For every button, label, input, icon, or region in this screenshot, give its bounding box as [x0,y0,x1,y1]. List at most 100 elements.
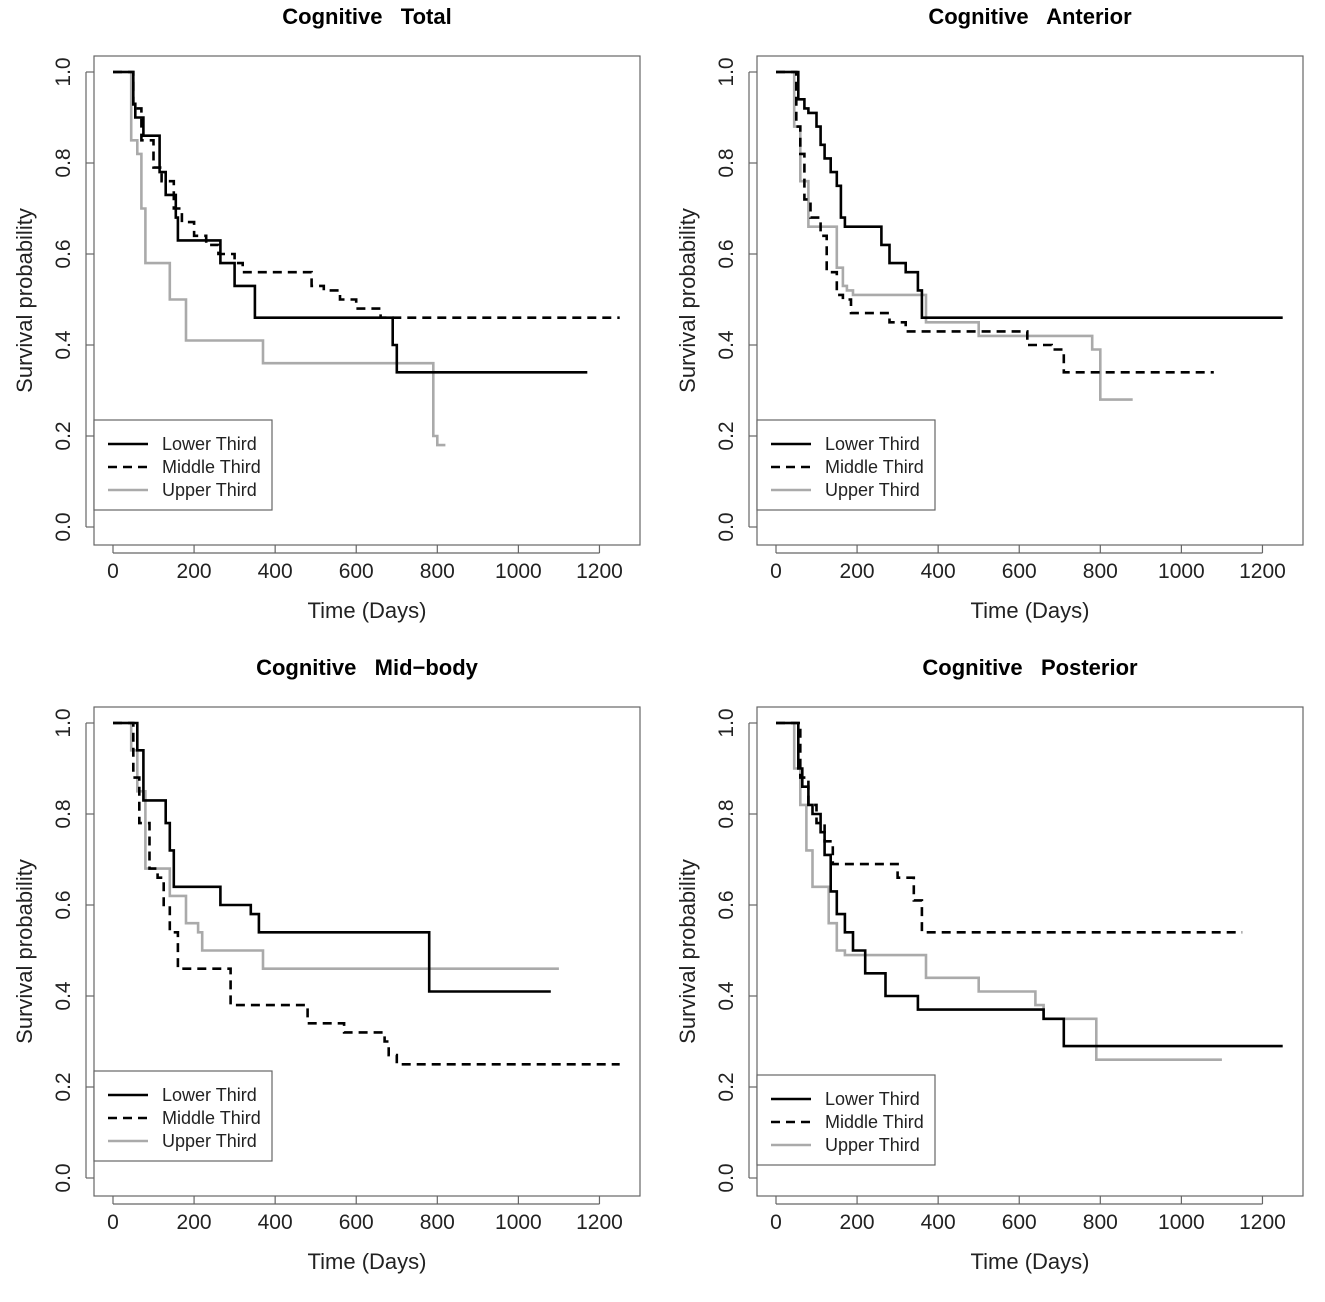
y-tick-label: 0.8 [715,799,738,828]
series-line-lower-third [113,721,551,993]
km-chart-posterior: Cognitive Posterior 0 200 400 600 800 1000 1200… [675,655,1304,1274]
x-tick-label: 400 [258,560,293,583]
x-axis-label: Time (Days) [308,1249,427,1274]
y-axis-label: Survival probability [12,208,37,393]
legend-label-middle-third: Middle Third [825,1112,924,1132]
x-axis-label: Time (Days) [971,598,1090,623]
x-tick-label: 600 [1002,1211,1037,1234]
series-line-middle-third [113,70,620,319]
y-tick-label: 0.0 [52,512,75,541]
y-tick-label: 1.0 [52,708,75,737]
x-tick-label: 600 [1002,560,1037,583]
series-line-middle-third [776,721,1243,934]
y-tick-label: 0.4 [715,981,738,1011]
y-tick-label: 1.0 [52,57,75,86]
x-tick-label: 600 [339,1211,374,1234]
legend-box [93,419,273,511]
y-tick-label: 0.0 [52,1163,75,1192]
legend-box [93,1070,273,1162]
x-tick-label: 800 [1083,1211,1118,1234]
y-tick-label: 0.6 [715,890,738,919]
legend-label-middle-third: Middle Third [162,457,261,477]
x-tick-label: 400 [921,560,956,583]
x-tick-label: 800 [420,1211,455,1234]
x-axis-label: Time (Days) [308,598,427,623]
y-tick-label: 0.2 [715,1072,738,1101]
x-tick-label: 400 [258,1211,293,1234]
series-line-middle-third [113,721,620,1066]
series-line-upper-third [776,70,1133,401]
y-tick-label: 0.6 [715,239,738,268]
x-tick-label: 1000 [1158,560,1205,583]
y-axis-label: Survival probability [12,859,37,1044]
km-chart-mid-body: Cognitive Mid−body 0 200 400 600 800 1000 1200 0… [12,655,641,1274]
y-tick-label: 0.4 [52,981,75,1011]
y-tick-label: 0.8 [52,799,75,828]
y-tick-label: 0.2 [715,421,738,450]
chart-panel-anterior: Cognitive Anterior 0 200 400 600 800 1000 1200 0… [663,0,1325,651]
x-tick-label: 0 [107,560,119,583]
y-tick-label: 0.0 [715,512,738,541]
y-tick-label: 0.6 [52,239,75,268]
chart-panel-total: Cognitive Total 0 200 400 600 800 1000 1200 0.0 0… [0,0,662,651]
y-tick-label: 0.0 [715,1163,738,1192]
legend: Lower Third Middle Third Upper Third [93,1070,273,1162]
legend-label-upper-third: Upper Third [162,1131,257,1151]
x-tick-label: 800 [420,560,455,583]
chart-title: Cognitive Anterior [928,4,1132,29]
x-tick-label: 200 [840,1211,875,1234]
chart-panel-mid-body: Cognitive Mid−body 0 200 400 600 800 1000 1200 0… [0,651,662,1302]
series-line-lower-third [776,721,1283,1048]
legend-label-lower-third: Lower Third [825,434,920,454]
x-tick-label: 200 [177,560,212,583]
plot-frame [756,55,1304,546]
x-tick-label: 200 [840,560,875,583]
chart-title: Cognitive Posterior [922,655,1138,680]
plot-frame [93,706,641,1197]
x-tick-label: 1000 [495,1211,542,1234]
x-tick-label: 400 [921,1211,956,1234]
legend-label-lower-third: Lower Third [162,1085,257,1105]
y-tick-label: 0.4 [52,330,75,360]
chart-title: Cognitive Mid−body [256,655,479,680]
chart-title: Cognitive Total [282,4,451,29]
x-tick-label: 0 [770,1211,782,1234]
x-axis-label: Time (Days) [971,1249,1090,1274]
y-tick-label: 0.2 [52,421,75,450]
legend: Lower Third Middle Third Upper Third [756,419,936,511]
x-tick-label: 200 [177,1211,212,1234]
legend: Lower Third Middle Third Upper Third [93,419,273,511]
legend-label-middle-third: Middle Third [825,457,924,477]
x-tick-label: 1200 [1239,560,1286,583]
legend-box [756,1074,936,1166]
y-tick-label: 1.0 [715,57,738,86]
x-tick-label: 600 [339,560,374,583]
x-tick-label: 1200 [1239,1211,1286,1234]
plot-frame [756,706,1304,1197]
x-tick-label: 1200 [576,1211,623,1234]
x-tick-label: 1000 [495,560,542,583]
x-tick-label: 0 [770,560,782,583]
y-tick-label: 0.6 [52,890,75,919]
km-chart-anterior: Cognitive Anterior 0 200 400 600 800 1000 1200 0… [675,4,1304,623]
plot-frame [93,55,641,546]
series-line-upper-third [113,70,446,447]
y-axis-label: Survival probability [675,208,700,393]
legend: Lower Third Middle Third Upper Third [756,1074,936,1166]
series-line-middle-third [776,70,1214,374]
y-tick-label: 0.8 [715,148,738,177]
series-line-lower-third [113,70,588,374]
chart-panel-posterior: Cognitive Posterior 0 200 400 600 800 1000 1200… [663,651,1325,1302]
legend-label-upper-third: Upper Third [825,1135,920,1155]
y-tick-label: 0.2 [52,1072,75,1101]
y-tick-label: 1.0 [715,708,738,737]
x-tick-label: 1000 [1158,1211,1205,1234]
x-tick-label: 1200 [576,560,623,583]
legend-label-lower-third: Lower Third [162,434,257,454]
legend-label-lower-third: Lower Third [825,1089,920,1109]
legend-label-upper-third: Upper Third [825,480,920,500]
legend-label-upper-third: Upper Third [162,480,257,500]
legend-box [756,419,936,511]
y-tick-label: 0.4 [715,330,738,360]
km-chart-total: Cognitive Total 0 200 400 600 800 1000 1200 0.0 0… [12,4,641,623]
